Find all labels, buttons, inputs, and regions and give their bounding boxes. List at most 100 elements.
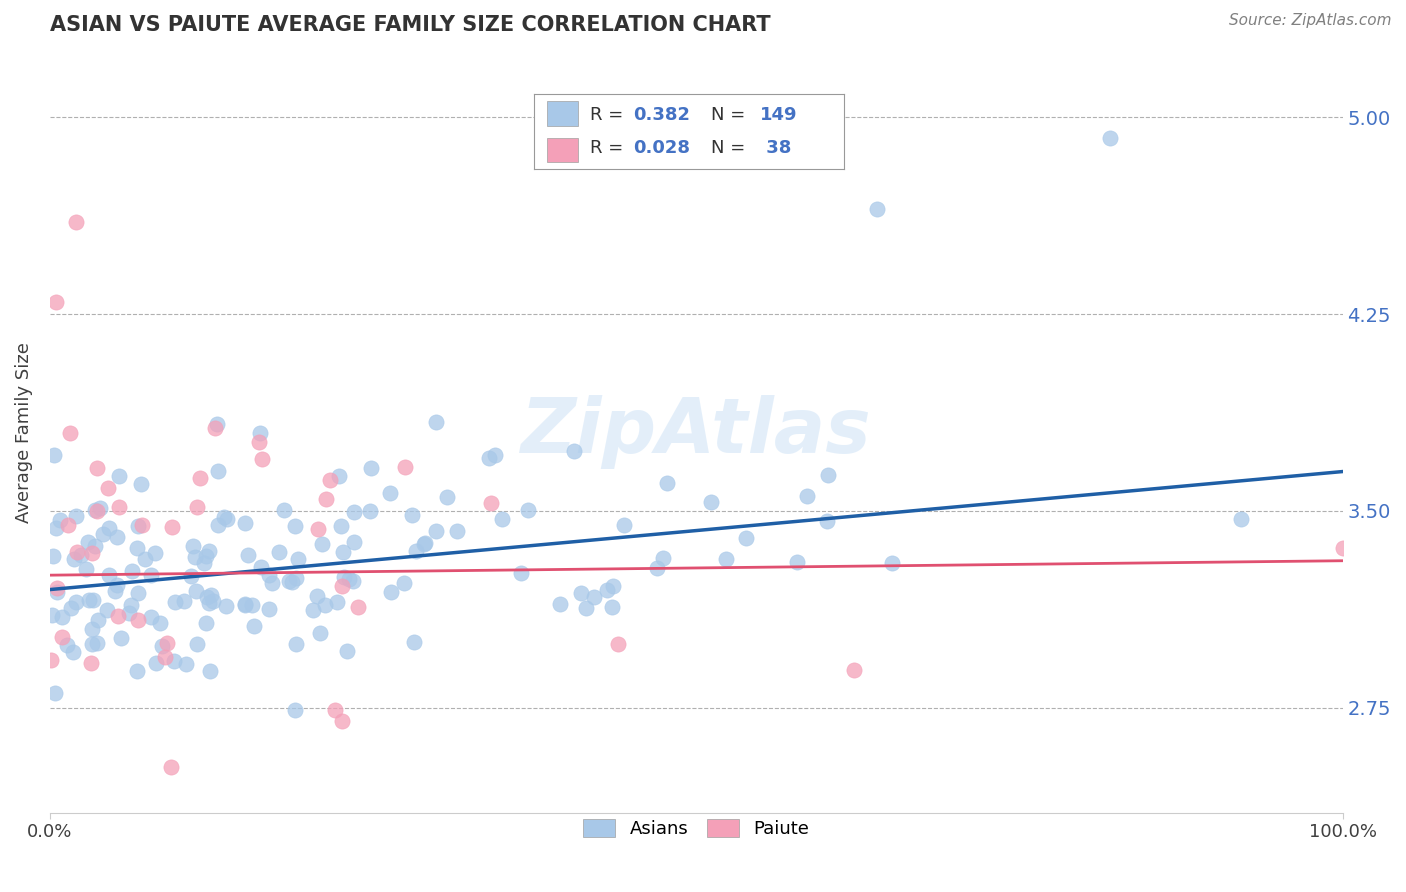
- Point: [51, 631, 73, 645]
- Point: [380, 584, 402, 599]
- Point: [285, 570, 308, 584]
- Point: [86, 636, 108, 650]
- Point: [215, 599, 238, 614]
- Point: [517, 503, 540, 517]
- Point: [86, 503, 108, 517]
- Point: [66, 545, 89, 559]
- Point: [201, 594, 224, 608]
- Point: [174, 657, 197, 671]
- Point: [425, 415, 447, 429]
- Point: [328, 469, 350, 483]
- Text: 149: 149: [761, 106, 797, 124]
- Point: [607, 637, 630, 651]
- Point: [250, 560, 273, 574]
- Point: [127, 614, 149, 628]
- Text: 0.382: 0.382: [633, 106, 690, 124]
- Point: [80, 546, 103, 560]
- Point: [98, 521, 121, 535]
- Point: [305, 589, 328, 603]
- Point: [205, 417, 228, 431]
- Point: [330, 518, 353, 533]
- Point: [65, 595, 87, 609]
- Point: [233, 599, 256, 613]
- Point: [699, 494, 721, 508]
- Point: [269, 545, 291, 559]
- Point: [70, 549, 93, 563]
- Point: [160, 520, 183, 534]
- Point: [250, 451, 273, 466]
- Point: [58, 518, 80, 533]
- Point: [80, 638, 103, 652]
- Point: [198, 595, 221, 609]
- Point: [42, 549, 65, 563]
- Point: [49, 513, 72, 527]
- Point: [613, 518, 636, 533]
- Point: [309, 626, 332, 640]
- Point: [131, 477, 153, 491]
- Point: [59, 426, 82, 441]
- Point: [360, 460, 382, 475]
- Point: [333, 569, 356, 583]
- Point: [96, 602, 118, 616]
- Point: [96, 481, 118, 495]
- Point: [163, 595, 186, 609]
- Point: [575, 600, 598, 615]
- Point: [98, 568, 121, 582]
- Point: [200, 588, 222, 602]
- Point: [285, 637, 308, 651]
- Point: [866, 202, 889, 217]
- Point: [657, 475, 679, 490]
- Point: [564, 444, 586, 458]
- Point: [134, 552, 156, 566]
- Point: [80, 657, 103, 671]
- Point: [842, 663, 865, 677]
- Point: [284, 519, 307, 533]
- Point: [125, 541, 148, 555]
- Point: [105, 530, 128, 544]
- Point: [281, 574, 304, 589]
- Point: [44, 686, 66, 700]
- Point: [163, 654, 186, 668]
- Point: [179, 569, 201, 583]
- Point: [233, 516, 256, 530]
- Point: [319, 473, 342, 487]
- Point: [200, 664, 222, 678]
- Point: [184, 550, 207, 565]
- Point: [62, 552, 84, 566]
- Point: [602, 579, 624, 593]
- Text: Source: ZipAtlas.com: Source: ZipAtlas.com: [1229, 13, 1392, 29]
- Point: [195, 615, 218, 630]
- Point: [45, 521, 67, 535]
- Point: [207, 518, 229, 533]
- Point: [51, 610, 73, 624]
- Point: [150, 640, 173, 654]
- Point: [247, 435, 270, 450]
- Point: [91, 527, 114, 541]
- Point: [186, 637, 208, 651]
- Text: N =: N =: [710, 139, 751, 157]
- Point: [278, 574, 301, 588]
- Point: [120, 598, 142, 612]
- Point: [273, 502, 295, 516]
- Point: [425, 524, 447, 538]
- Point: [193, 556, 215, 570]
- Point: [45, 585, 67, 599]
- Point: [145, 657, 167, 671]
- Point: [380, 486, 402, 500]
- Point: [77, 593, 100, 607]
- Point: [186, 500, 208, 514]
- Point: [394, 460, 416, 475]
- Point: [76, 535, 98, 549]
- Text: 0.028: 0.028: [633, 139, 690, 157]
- Point: [436, 490, 458, 504]
- Point: [249, 426, 271, 441]
- Point: [314, 598, 336, 612]
- Point: [548, 597, 571, 611]
- Point: [41, 607, 63, 622]
- Point: [131, 517, 153, 532]
- Point: [197, 544, 219, 558]
- Point: [212, 509, 235, 524]
- Point: [478, 450, 501, 465]
- Point: [143, 546, 166, 560]
- Point: [186, 583, 208, 598]
